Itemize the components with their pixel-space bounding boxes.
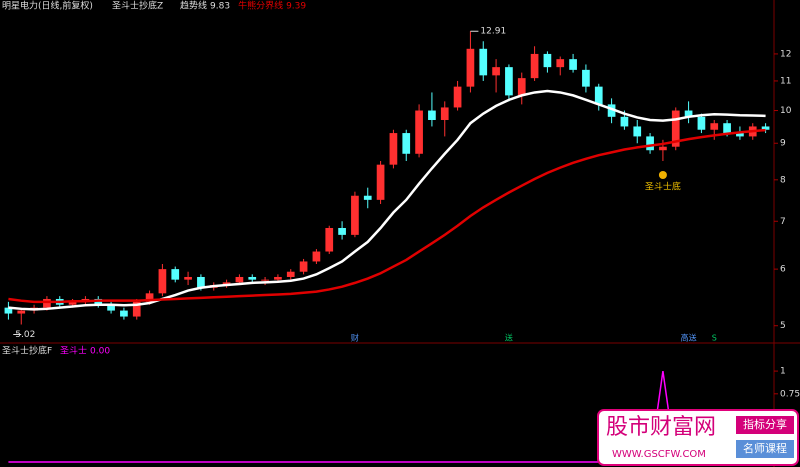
candle-body — [120, 310, 128, 317]
candle-body — [68, 301, 77, 305]
candle-body — [620, 116, 629, 127]
candle-body — [389, 133, 398, 165]
candle-body — [158, 269, 167, 294]
candle-body — [428, 110, 436, 120]
candle-body — [197, 276, 205, 288]
y-tick-label: 0.75 — [780, 389, 800, 399]
candle-body — [286, 271, 295, 277]
legend-value: 0.00 — [90, 347, 110, 357]
event-label: 高送 — [681, 333, 697, 343]
y-tick-label: 7 — [780, 217, 786, 227]
series-line — [8, 89, 766, 311]
candle-body — [338, 227, 346, 235]
tag-bg — [736, 440, 794, 458]
low-label: 5.02 — [15, 330, 35, 340]
y-tick-label: 12 — [780, 49, 791, 59]
candle-body — [453, 86, 462, 108]
candle-body — [697, 116, 706, 130]
candle-body — [325, 227, 334, 252]
candle-body — [402, 133, 411, 154]
candle-body — [440, 107, 449, 120]
legend-value: 9.39 — [286, 2, 306, 12]
candle-body — [556, 59, 565, 68]
candle-body — [492, 67, 500, 76]
candle-body — [17, 310, 26, 314]
watermark: 股市财富网 WWW.GSCFW.COM 指标分享 名师课程 — [597, 409, 799, 466]
y-tick-label: 8 — [780, 175, 786, 185]
chart-title: 明星电力(日线,前复权) — [2, 0, 93, 12]
watermark-tag: 指标分享 — [743, 417, 787, 431]
candle-body — [684, 110, 693, 117]
candle-body — [351, 195, 359, 235]
candle-body — [4, 307, 13, 314]
candle-body — [274, 276, 282, 280]
candle-body — [633, 126, 642, 137]
legend-name: 牛熊分界线 — [238, 0, 283, 12]
candle-body — [761, 126, 770, 130]
candle-body — [299, 261, 308, 272]
event-label: 财 — [351, 333, 359, 343]
candle-body — [132, 301, 141, 317]
candle-body — [607, 104, 616, 117]
candle-body — [671, 110, 680, 147]
candle-body — [479, 48, 488, 76]
candle-body — [363, 195, 372, 200]
candle-body — [184, 276, 192, 280]
candle-body — [646, 136, 654, 151]
candle-body — [376, 164, 385, 200]
y-tick-label: 9 — [780, 139, 786, 149]
y-tick-label: 5 — [780, 321, 786, 331]
candle-body — [312, 251, 321, 262]
candle-body — [582, 69, 590, 87]
high-label: 12.91 — [480, 27, 506, 37]
indicator-name: 圣斗士抄底F — [2, 345, 52, 357]
legend-name: 趋势线 — [180, 0, 207, 12]
candle-body — [710, 123, 719, 130]
tag-bg — [736, 416, 794, 434]
candle-body — [261, 279, 269, 281]
event-label: 送 — [505, 333, 513, 343]
candle-body — [171, 269, 180, 280]
candle-body — [466, 48, 475, 87]
watermark-tag: 名师课程 — [743, 441, 787, 455]
candle-body — [736, 133, 744, 137]
candle-body — [569, 59, 577, 70]
series-line — [8, 128, 766, 304]
y-tick-label: 11 — [780, 76, 791, 86]
candle-body — [43, 298, 51, 308]
indicator-name: 圣斗士抄底Z — [112, 0, 163, 12]
legend-value: 9.83 — [210, 2, 230, 12]
candle-body — [594, 86, 603, 105]
y-tick-label: 1 — [780, 367, 786, 377]
legend-name: 圣斗士 — [60, 345, 87, 357]
candle-body — [530, 53, 539, 79]
event-label: S — [712, 334, 717, 343]
candle-body — [145, 293, 154, 302]
candle-body — [415, 110, 423, 154]
candle-body — [107, 304, 115, 311]
candle-body — [248, 276, 257, 280]
candle-body — [222, 282, 231, 286]
candle-body — [505, 67, 513, 96]
watermark-title: 股市财富网 — [606, 415, 716, 440]
y-tick-label: 6 — [780, 265, 786, 275]
candle-body — [659, 146, 667, 151]
candle-body — [517, 78, 526, 96]
y-tick-label: 10 — [780, 106, 792, 116]
annotation: 圣斗士底 — [645, 180, 681, 192]
candle-body — [543, 53, 552, 68]
watermark-url: WWW.GSCFW.COM — [612, 449, 706, 460]
candle-body — [723, 123, 731, 134]
annotation-dot — [658, 170, 667, 179]
candle-body — [235, 276, 244, 283]
